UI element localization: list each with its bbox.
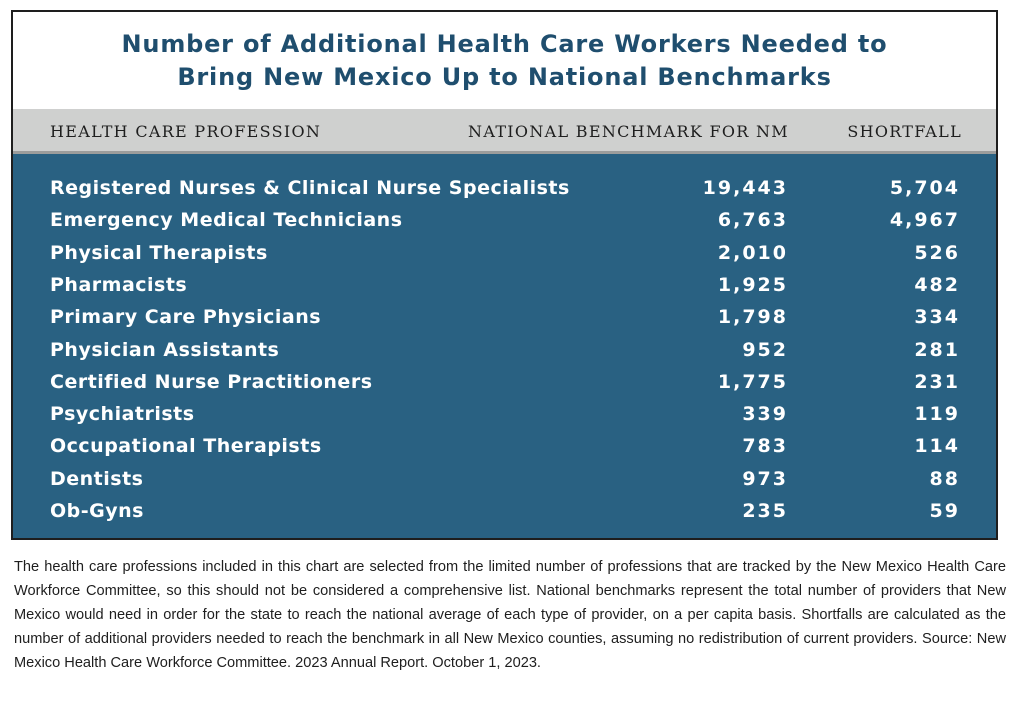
benchmark-cell: 1,925 (717, 273, 788, 296)
profession-cell: Physician Assistants (50, 338, 280, 361)
shortfall-cell: 281 (914, 338, 960, 361)
profession-cell: Certified Nurse Practitioners (50, 370, 373, 393)
shortfall-cell: 4,967 (889, 209, 960, 232)
shortfall-cell: 119 (914, 403, 960, 426)
chart-title: Number of Additional Health Care Workers… (13, 28, 996, 94)
benchmark-cell: 783 (742, 435, 788, 458)
benchmark-cell: 339 (742, 403, 788, 426)
table-row: Dentists 973 88 (13, 463, 996, 495)
shortfall-cell: 482 (914, 273, 960, 296)
shortfall-cell: 114 (914, 435, 960, 458)
title-line-1: Number of Additional Health Care Workers… (121, 30, 888, 58)
shortfall-cell: 526 (914, 241, 960, 264)
benchmark-cell: 973 (742, 467, 788, 490)
profession-cell: Psychiatrists (50, 403, 195, 426)
profession-cell: Primary Care Physicians (50, 306, 322, 329)
benchmark-cell: 19,443 (702, 177, 788, 199)
profession-cell: Ob-Gyns (50, 500, 144, 522)
benchmark-cell: 235 (742, 500, 788, 522)
benchmark-cell: 1,798 (717, 306, 788, 329)
shortfall-cell: 231 (914, 370, 960, 393)
shortfall-cell: 88 (929, 467, 960, 490)
shortfall-cell: 334 (914, 306, 960, 329)
footnote: The health care professions included in … (14, 559, 1006, 671)
table-row: Pharmacists 1,925 482 (13, 269, 996, 301)
profession-cell: Registered Nurses & Clinical Nurse Speci… (50, 177, 570, 199)
shortfall-cell: 5,704 (889, 177, 960, 199)
column-header-profession: HEALTH CARE PROFESSION (50, 122, 322, 141)
benchmark-cell: 6,763 (717, 209, 788, 232)
profession-cell: Dentists (50, 467, 144, 490)
profession-cell: Physical Therapists (50, 241, 268, 264)
benchmark-cell: 1,775 (717, 370, 788, 393)
table-row: Physical Therapists 2,010 526 (13, 237, 996, 269)
table-header: HEALTH CARE PROFESSION NATIONAL BENCHMAR… (13, 109, 996, 154)
table-frame: Number of Additional Health Care Workers… (11, 10, 998, 540)
table-row: Certified Nurse Practitioners 1,775 231 (13, 366, 996, 398)
table-row: Physician Assistants 952 281 (13, 334, 996, 366)
column-header-benchmark: NATIONAL BENCHMARK FOR NM (468, 122, 789, 141)
profession-cell: Pharmacists (50, 273, 188, 296)
table-body: Registered Nurses & Clinical Nurse Speci… (13, 154, 996, 538)
table-row: Emergency Medical Technicians 6,763 4,967 (13, 204, 996, 236)
table-row: Occupational Therapists 783 114 (13, 430, 996, 462)
profession-cell: Emergency Medical Technicians (50, 209, 403, 232)
table-row: Registered Nurses & Clinical Nurse Speci… (13, 172, 996, 204)
profession-cell: Occupational Therapists (50, 435, 322, 458)
table-row: Psychiatrists 339 119 (13, 398, 996, 430)
benchmark-cell: 2,010 (717, 241, 788, 264)
table-row: Primary Care Physicians 1,798 334 (13, 301, 996, 333)
benchmark-cell: 952 (742, 338, 788, 361)
table-row: Ob-Gyns 235 59 (13, 495, 996, 527)
column-header-shortfall: SHORTFALL (847, 122, 962, 141)
title-line-2: Bring New Mexico Up to National Benchmar… (177, 63, 832, 91)
shortfall-cell: 59 (929, 500, 960, 522)
